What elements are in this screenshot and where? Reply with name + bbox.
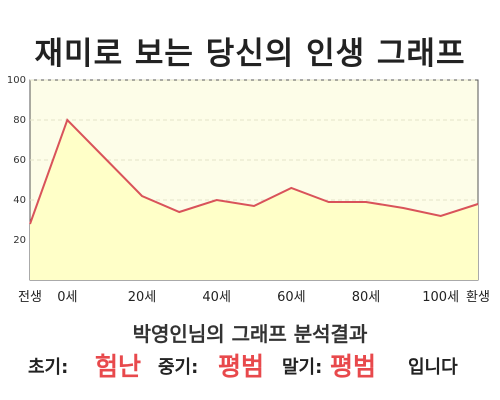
x-tick-label: 60세 — [277, 290, 306, 305]
analysis-result: 초기: 험난 중기: 평범 말기: 평범 입니다 — [0, 345, 500, 385]
page-title: 재미로 보는 당신의 인생 그래프 — [34, 36, 466, 72]
y-tick-label: 20 — [13, 235, 26, 246]
analysis-subtitle: 박영인님의 그래프 분석결과 — [132, 322, 368, 346]
series-line — [29, 118, 479, 225]
y-axis-ticks: 20 40 60 80 100 — [7, 75, 26, 246]
early-value: 험난 — [95, 352, 142, 381]
late-label: 말기: — [282, 357, 323, 378]
x-tick-label: 0세 — [57, 290, 77, 305]
series-area — [30, 120, 478, 280]
x-tick-label: 전생 — [18, 290, 42, 305]
y-tick-label: 80 — [13, 115, 26, 126]
ending-text: 입니다 — [408, 357, 458, 378]
x-tick-label: 20세 — [128, 290, 157, 305]
early-label: 초기: — [28, 357, 69, 378]
y-tick-label: 100 — [7, 75, 26, 86]
middle-value: 평범 — [218, 352, 265, 381]
x-tick-label: 80세 — [352, 290, 381, 305]
x-tick-label: 환생 — [466, 290, 490, 305]
y-tick-label: 60 — [13, 155, 26, 166]
x-tick-label: 40세 — [202, 290, 231, 305]
x-axis-ticks: 전생 0세 20세 40세 60세 80세 100세 환생 — [18, 290, 490, 305]
middle-label: 중기: — [158, 357, 199, 378]
y-tick-label: 40 — [13, 195, 26, 206]
x-tick-label: 100세 — [422, 290, 459, 305]
late-value: 평범 — [330, 352, 377, 381]
life-graph-chart: 20 40 60 80 100 전생 0세 20세 40세 60세 80세 100세 환생 — [7, 75, 490, 305]
